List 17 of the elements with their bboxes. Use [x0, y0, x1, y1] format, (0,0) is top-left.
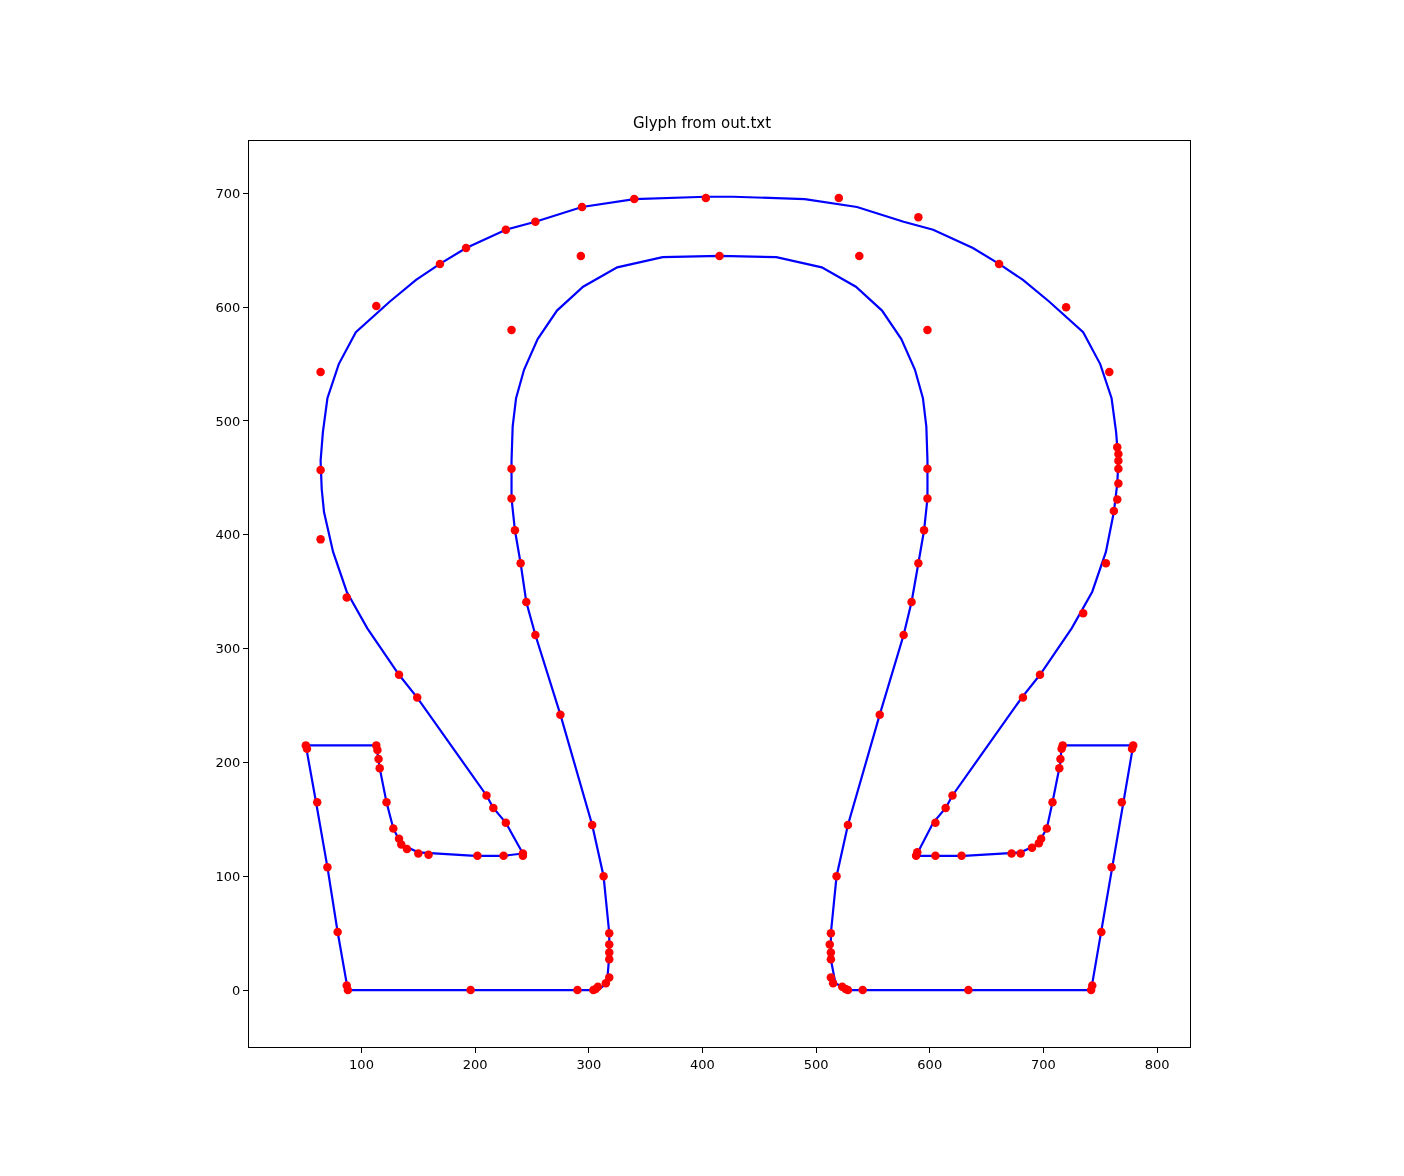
x-tick-label: 600 — [917, 1056, 943, 1072]
y-tick-label: 400 — [215, 527, 241, 543]
x-tick-label: 200 — [462, 1056, 488, 1072]
y-tick-label: 700 — [215, 185, 241, 201]
x-tick-label: 500 — [803, 1056, 829, 1072]
y-tick-label: 0 — [232, 982, 241, 998]
x-tick-label: 100 — [349, 1056, 374, 1072]
x-tick-label: 400 — [690, 1056, 715, 1072]
y-tick-label: 300 — [215, 641, 241, 657]
y-tick-label: 500 — [215, 413, 241, 429]
y-tick-label: 100 — [215, 868, 241, 884]
y-tick-label: 600 — [215, 299, 241, 315]
chart-title: Glyph from out.txt — [632, 114, 772, 132]
x-tick-label: 300 — [576, 1056, 602, 1072]
y-tick-label: 200 — [215, 755, 241, 770]
x-tick-label: 800 — [1144, 1056, 1170, 1072]
x-tick-label: 700 — [1030, 1056, 1056, 1072]
